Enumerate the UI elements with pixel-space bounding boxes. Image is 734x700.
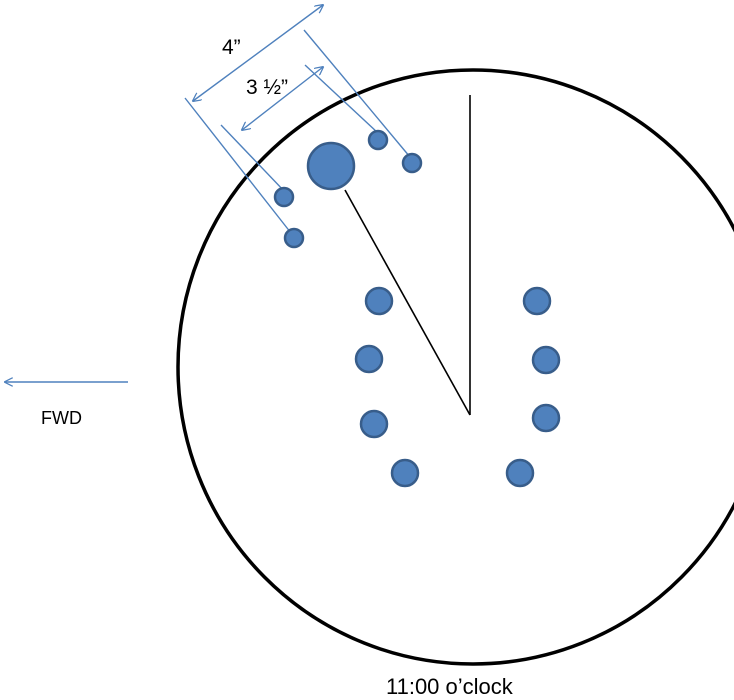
hole [390,458,420,488]
hole [522,286,552,316]
dimension-label-inner: 3 ½” [246,76,288,99]
hole [401,152,423,174]
forward-label: FWD [41,408,82,428]
extension-line-outer-right [303,29,411,158]
extension-line-inner-left [220,124,287,194]
dimension-label-outer: 4” [222,36,241,59]
dimension-arrow-inner [242,67,323,130]
hole [273,186,295,208]
eleven-oclock-line [344,189,471,416]
hole [364,286,394,316]
hole [505,458,535,488]
dimension-arrow-outer [193,5,323,101]
hole [359,409,389,439]
position-caption: 11:00 o’clock [386,674,514,699]
hole [283,227,305,249]
large-hole [306,141,356,191]
hole [531,403,561,433]
hole [354,344,384,374]
outer-circle [176,68,734,666]
hole [531,345,561,375]
extension-line-outer-left [184,97,292,234]
hole [367,129,389,151]
